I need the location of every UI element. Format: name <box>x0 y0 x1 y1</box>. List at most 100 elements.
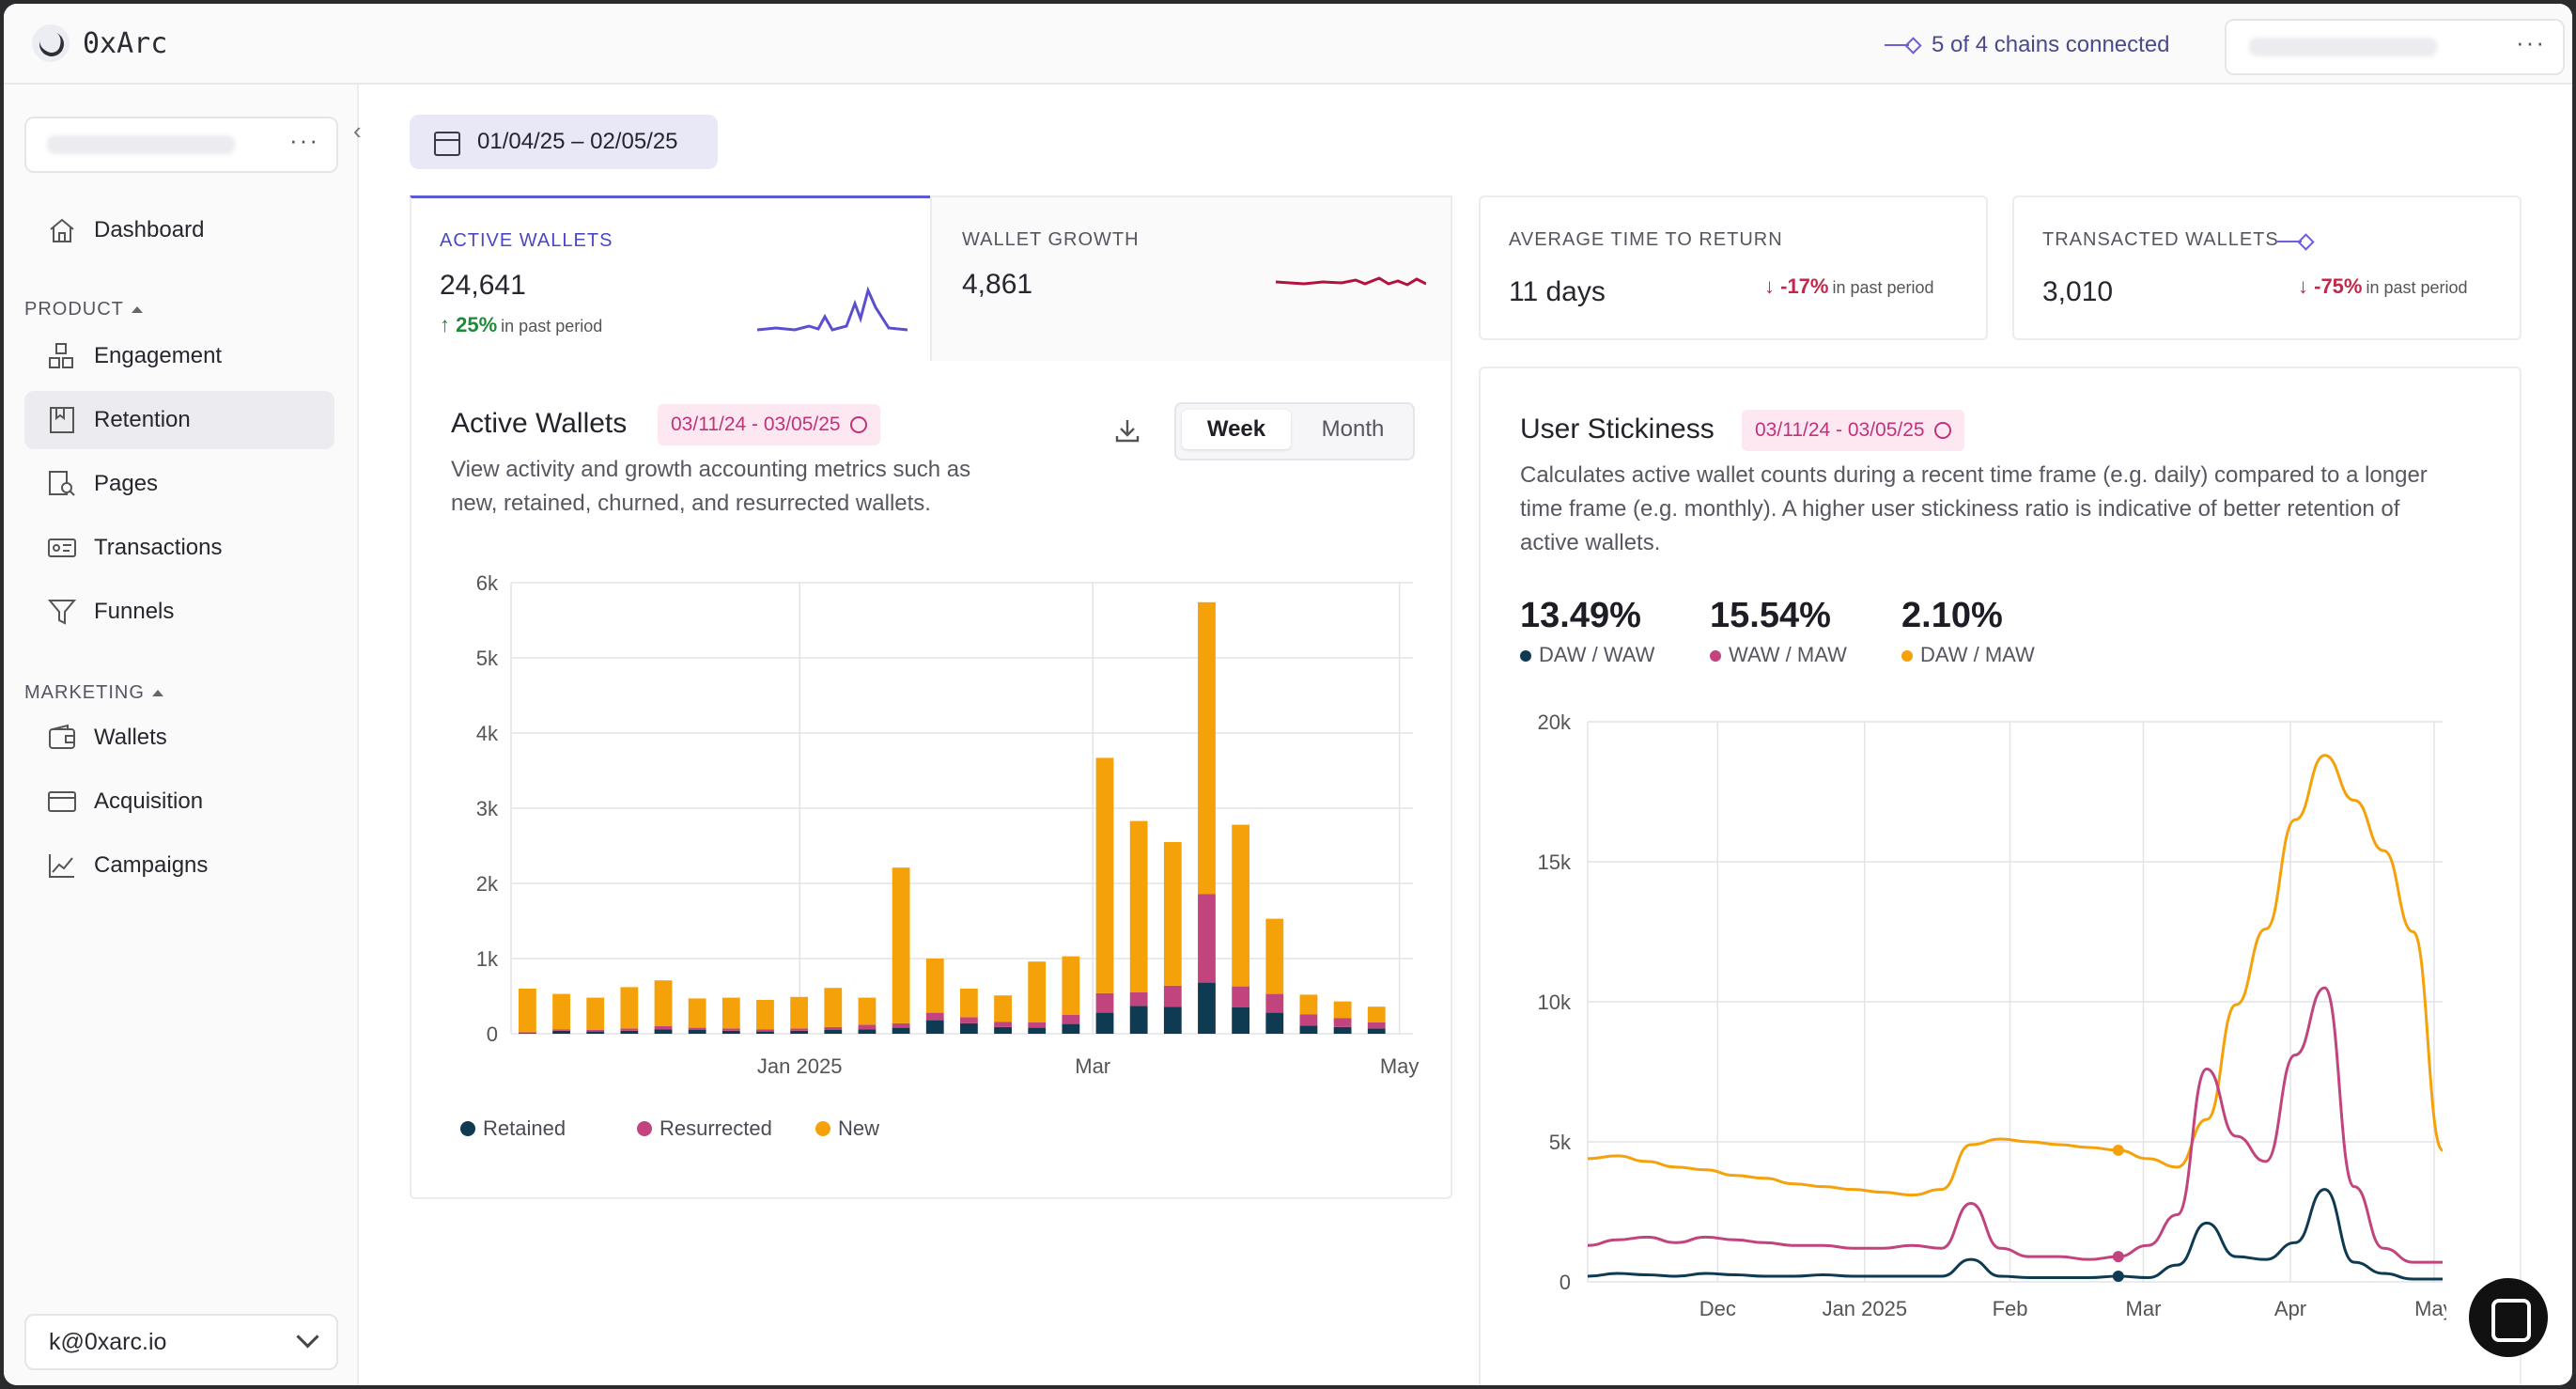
sidebar-item-label: Engagement <box>94 343 223 368</box>
bar-resurrected <box>790 1028 809 1031</box>
stickiness-range-badge[interactable]: 03/11/24 - 03/05/25 <box>1742 410 1964 451</box>
sidebar-item-funnels[interactable]: Funnels <box>24 583 334 641</box>
y-tick-label: 4k <box>476 722 499 745</box>
bar-resurrected <box>519 1032 536 1034</box>
collapse-sidebar-icon[interactable]: ‹ <box>353 117 362 145</box>
legend-resurrected[interactable]: Resurrected <box>637 1116 772 1141</box>
bar-resurrected <box>688 1027 706 1030</box>
section-product[interactable]: PRODUCT <box>24 299 143 320</box>
bar-resurrected <box>1367 1022 1386 1029</box>
bar-retained <box>1265 1012 1284 1034</box>
bar-new <box>756 1000 774 1030</box>
sidebar-item-engagement[interactable]: Engagement <box>24 327 334 385</box>
range-text: 03/11/24 - 03/05/25 <box>1755 419 1925 441</box>
bar-resurrected <box>1062 1015 1080 1024</box>
legend-label: New <box>838 1116 880 1140</box>
bar-resurrected <box>722 1028 740 1031</box>
sidebar-item-label: Funnels <box>94 599 175 624</box>
x-tick-label: Jan 2025 <box>1823 1297 1908 1320</box>
kpi-wallet-growth[interactable]: WALLET GROWTH 4,861 <box>930 195 1452 365</box>
bar-new <box>1062 956 1080 1015</box>
chat-support-button[interactable] <box>2469 1278 2548 1357</box>
kpi-active-wallets[interactable]: ACTIVE WALLETS 24,641 ↑ 25% in past perio… <box>410 195 934 366</box>
card-icon <box>48 791 76 812</box>
bar-new <box>925 959 944 1013</box>
hover-point <box>2112 1144 2124 1156</box>
section-marketing[interactable]: MARKETING <box>24 682 163 704</box>
bar-resurrected <box>960 1017 978 1023</box>
sidebar-item-pages[interactable]: Pages <box>24 455 334 513</box>
user-stickiness-line-chart: 0 5k 10k 15k 20k Dec Jan 2025 Feb Mar Apr May <box>1538 710 2446 1320</box>
active-wallets-range-badge[interactable]: 03/11/24 - 03/05/25 <box>658 404 880 445</box>
bar-retained <box>552 1030 570 1034</box>
x-tick-label: Mar <box>2126 1297 2162 1320</box>
sidebar-item-transactions[interactable]: Transactions <box>24 519 334 577</box>
kpi-delta-suffix: in past period <box>501 317 603 336</box>
download-icon[interactable] <box>1114 417 1141 444</box>
legend-new[interactable]: New <box>815 1116 879 1141</box>
bar-retained <box>519 1033 536 1034</box>
y-tick-label: 1k <box>476 947 499 971</box>
bar-resurrected <box>756 1029 774 1032</box>
chevron-down-icon <box>296 1325 319 1349</box>
kpi-label: ACTIVE WALLETS <box>440 230 613 251</box>
sidebar-item-wallets[interactable]: Wallets <box>24 709 334 767</box>
kpi-label: WALLET GROWTH <box>962 229 1140 250</box>
bar-retained <box>654 1029 673 1034</box>
date-range-picker[interactable]: 01/04/25 – 02/05/25 <box>410 115 718 169</box>
bar-new <box>722 997 740 1029</box>
stat-daw-waw-value: 13.49% <box>1520 596 1641 635</box>
kpi-delta-value: -75% <box>2314 274 2363 298</box>
account-selector[interactable]: ··· <box>2225 19 2565 75</box>
bar-new <box>960 989 978 1018</box>
sidebar-item-acquisition[interactable]: Acquisition <box>24 773 334 831</box>
active-wallets-bar-chart: 0 1k 2k 3k 4k 5k 6k Jan 2025 Mar May <box>476 571 1420 1078</box>
kpi-delta: ↓ -17% in past period <box>1764 274 1934 299</box>
kpi-label: AVERAGE TIME TO RETURN <box>1509 229 1783 250</box>
hover-point <box>2112 1271 2124 1283</box>
more-options-icon[interactable]: ··· <box>2516 28 2546 56</box>
bar-new <box>1163 842 1182 986</box>
bar-new <box>552 993 570 1030</box>
bar-retained <box>688 1030 706 1034</box>
section-marketing-label: MARKETING <box>24 682 145 703</box>
chains-status[interactable]: 5 of 4 chains connected <box>1885 32 2170 58</box>
bar-new <box>1129 820 1148 992</box>
bar-resurrected <box>552 1029 570 1031</box>
user-menu[interactable]: k@0xarc.io <box>24 1314 338 1370</box>
kpi-delta-value: -17% <box>1780 274 1829 298</box>
bar-resurrected <box>620 1028 639 1031</box>
org-more-icon[interactable]: ··· <box>289 126 319 154</box>
bar-new <box>1367 1007 1386 1022</box>
bar-retained <box>620 1030 639 1034</box>
stat-daw-maw-label: DAW / MAW <box>1901 643 2035 667</box>
bar-resurrected <box>994 1022 1012 1027</box>
bar-resurrected <box>654 1026 673 1030</box>
kpi-average-time-to-return[interactable]: AVERAGE TIME TO RETURN 11 days ↓ -17% in … <box>1479 195 1988 340</box>
toggle-week[interactable]: Week <box>1182 410 1291 449</box>
sidebar-item-label: Retention <box>94 407 191 432</box>
kpi-transacted-wallets[interactable]: TRANSACTED WALLETS 3,010 ↓ -75% in past p… <box>2012 195 2522 340</box>
toggle-month[interactable]: Month <box>1321 416 1385 442</box>
bar-retained <box>1163 1007 1182 1034</box>
bookmark-icon <box>50 407 74 433</box>
sidebar-item-campaigns[interactable]: Campaigns <box>24 836 334 895</box>
legend-label: Resurrected <box>660 1116 772 1140</box>
user-stickiness-card <box>1479 367 2522 1385</box>
sidebar-item-retention[interactable]: Retention <box>24 391 334 449</box>
bar-new <box>1333 1001 1352 1019</box>
bar-resurrected <box>586 1030 605 1032</box>
y-tick-label: 3k <box>476 797 499 820</box>
kpi-delta-value: 25% <box>456 313 498 336</box>
legend-retained[interactable]: Retained <box>460 1116 566 1141</box>
caret-up-icon <box>151 690 163 697</box>
kpi-delta: ↑ 25% in past period <box>440 313 602 337</box>
org-selector[interactable]: ··· <box>24 117 338 173</box>
logo[interactable]: 0xArc <box>32 24 167 62</box>
date-range-label: 01/04/25 – 02/05/25 <box>477 129 678 154</box>
bar-resurrected <box>1028 1022 1047 1028</box>
sidebar-item-dashboard[interactable]: Dashboard <box>24 201 334 259</box>
bar-resurrected <box>892 1022 910 1028</box>
grid-icon <box>49 343 73 368</box>
hover-point <box>2112 1251 2124 1263</box>
